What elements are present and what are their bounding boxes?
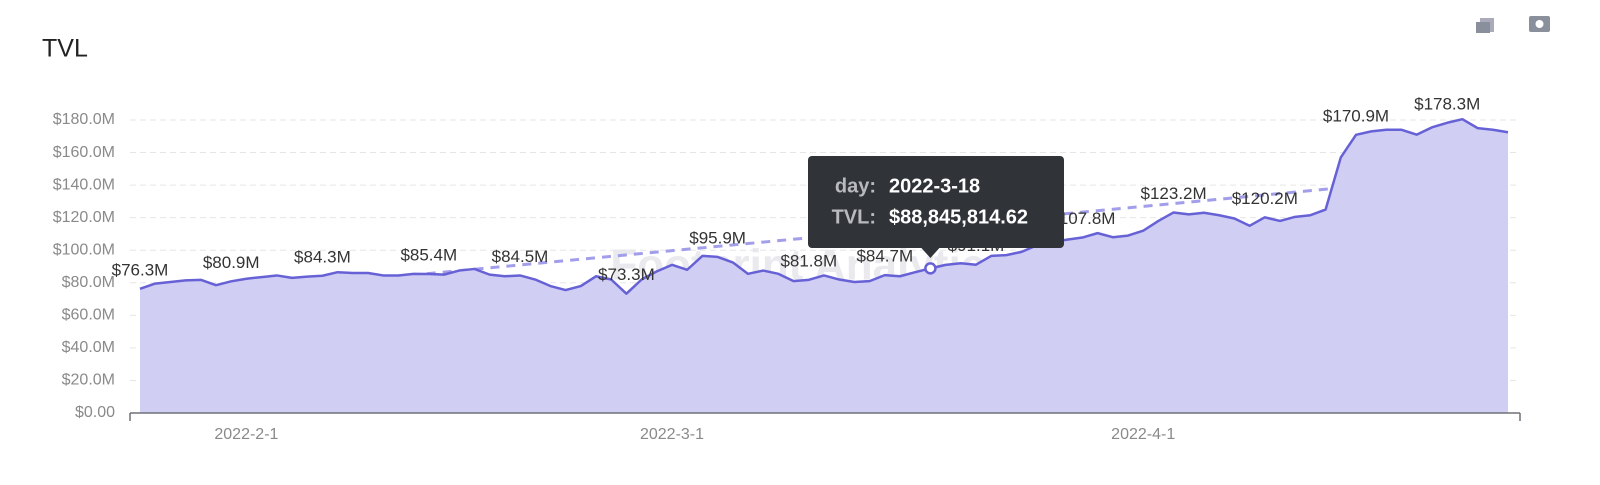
data-label: $84.5M: [492, 247, 549, 266]
data-label: $73.3M: [598, 265, 655, 284]
data-label: $76.3M: [112, 260, 169, 279]
x-tick-label: 2022-2-1: [214, 426, 278, 443]
data-label: $80.9M: [203, 253, 260, 272]
data-label: $123.2M: [1141, 184, 1207, 203]
tooltip-key: TVL:: [832, 206, 876, 228]
data-label: $84.7M: [856, 247, 913, 266]
x-tick-label: 2022-4-1: [1111, 426, 1175, 443]
data-label: $170.9M: [1323, 106, 1389, 125]
tooltip-box: [808, 156, 1064, 248]
x-tick-label: 2022-3-1: [640, 426, 704, 443]
data-label: $81.8M: [780, 251, 837, 270]
area: [140, 119, 1508, 414]
y-tick-label: $20.0M: [62, 372, 115, 389]
data-label: $95.9M: [689, 228, 746, 247]
camera-icon[interactable]: [1529, 16, 1550, 32]
y-tick-label: $40.0M: [62, 339, 115, 356]
y-tick-label: $80.0M: [62, 274, 115, 291]
data-label: $85.4M: [400, 245, 457, 264]
camera-lens: [1535, 20, 1544, 28]
y-tick-label: $60.0M: [62, 307, 115, 324]
data-label: $120.2M: [1232, 189, 1298, 208]
y-tick-label: $100.0M: [53, 241, 115, 258]
copy-icon-front: [1476, 22, 1490, 33]
y-tick-label: $160.0M: [53, 144, 115, 161]
y-tick-label: $180.0M: [53, 111, 115, 128]
hover-point: [924, 262, 937, 275]
copy-icon[interactable]: [1476, 18, 1494, 33]
chart-title: TVL: [42, 35, 88, 63]
tooltip: day: 2022-3-18 TVL: $88,845,814.62: [808, 156, 1064, 258]
tooltip-value: $88,845,814.62: [889, 206, 1028, 228]
tooltip-key: day:: [835, 175, 876, 197]
y-tick-label: $0.00: [75, 404, 115, 421]
data-label: $178.3M: [1414, 94, 1480, 113]
plot: Footprint Analytics$0.00$20.0M$40.0M$60.…: [53, 94, 1521, 443]
y-tick-label: $140.0M: [53, 176, 115, 193]
line: [139, 117, 1509, 295]
data-label: $107.8M: [1049, 209, 1115, 228]
data-label: $84.3M: [294, 247, 351, 266]
tooltip-value: 2022-3-18: [889, 175, 980, 197]
tooltip-pointer: [921, 248, 940, 258]
y-tick-label: $120.0M: [53, 209, 115, 226]
